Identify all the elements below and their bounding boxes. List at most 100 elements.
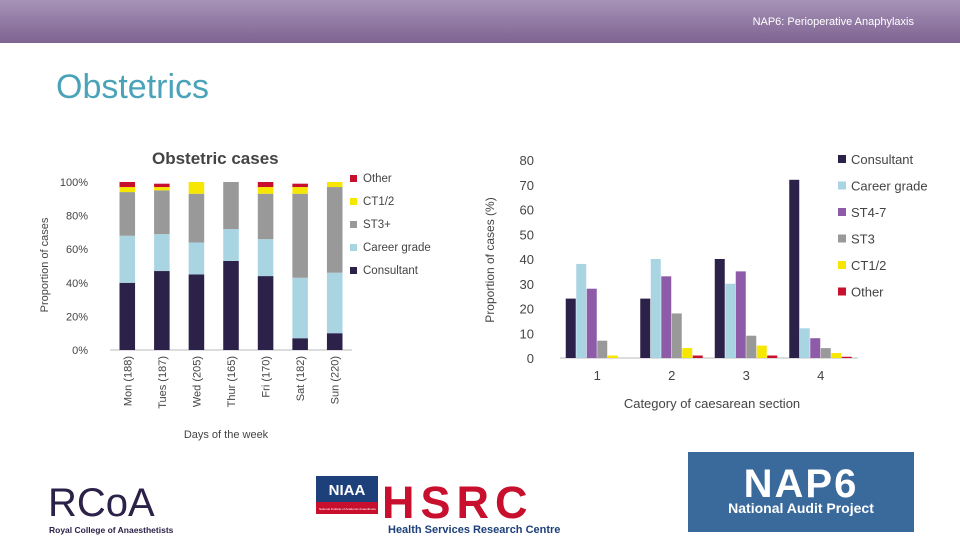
chart1-bar-segment <box>154 190 170 235</box>
chart2-bar <box>841 356 852 358</box>
chart1-y-tick-label: 80% <box>66 211 88 223</box>
chart1-bar-segment <box>292 193 308 278</box>
chart2-legend-label: Other <box>851 285 884 300</box>
chart2-legend-swatch <box>838 234 846 243</box>
chart2-legend-swatch <box>838 155 846 163</box>
chart1-legend-label: Other <box>363 173 392 185</box>
chart1-bar-segment <box>188 193 205 243</box>
chart2-x-tick-label: 1 <box>594 368 601 383</box>
chart1-bar-segment <box>223 260 239 350</box>
nap6-logo: NAP6 National Audit Project <box>688 452 914 532</box>
chart2-xlabel: Category of caesarean section <box>624 396 800 411</box>
hsrc-caption: Health Services Research Centre <box>388 524 560 536</box>
chart1-bar-segment <box>188 274 205 350</box>
chart2-bar <box>671 313 682 358</box>
chart1-bar-segment <box>257 187 274 194</box>
chart2-bar <box>650 259 661 358</box>
chart1-title: Obstetric cases <box>152 149 279 168</box>
chart2-bar <box>692 355 703 358</box>
chart2-bar <box>810 338 821 358</box>
chart1-bar-segment <box>326 182 343 188</box>
chart1-bar-segment <box>326 333 343 350</box>
chart2-bar <box>586 288 597 358</box>
niaa-sub: National Institute of Academic Anaesthes… <box>319 507 376 511</box>
hsrc-mark: HSRC <box>382 477 534 528</box>
chart2-bar <box>789 179 800 358</box>
caesarean-category-chart: Proportion of cases (%) Category of caes… <box>483 152 928 411</box>
chart1-bar-segment <box>257 239 274 277</box>
chart2-legend-label: Career grade <box>851 179 928 194</box>
chart1-bar-segment <box>154 183 170 188</box>
chart2-x-tick-label: 2 <box>668 368 675 383</box>
chart1-bar-segment <box>257 276 274 350</box>
chart2-legend-label: Consultant <box>851 152 914 167</box>
chart2-y-tick-label: 80 <box>520 153 534 168</box>
nap6-caption: National Audit Project <box>728 500 874 516</box>
chart1-bar-segment <box>154 187 170 191</box>
chart2-x-tick-label: 3 <box>743 368 750 383</box>
chart2-bar <box>767 355 778 358</box>
chart2-y-tick-label: 20 <box>520 302 534 317</box>
chart1-bar-segment <box>119 192 136 236</box>
chart1-y-tick-label: 100% <box>60 177 88 189</box>
chart2-y-tick-label: 60 <box>520 203 534 218</box>
chart1-bar-segment <box>292 338 308 350</box>
chart2-x-tick-label: 4 <box>817 368 824 383</box>
chart1-bar-segment <box>154 271 170 350</box>
chart1-legend-label: ST3+ <box>363 219 391 231</box>
niaa-hsrc-logo: NIAA National Institute of Academic Anae… <box>316 474 576 538</box>
chart1-y-tick-label: 60% <box>66 244 88 256</box>
chart1-x-tick-label: Sat (182) <box>295 356 307 401</box>
chart1-legend-label: Career grade <box>363 242 431 254</box>
chart1-bar-segment <box>326 187 343 273</box>
chart1-bar-segment <box>257 193 274 240</box>
chart1-x-tick-label: Fri (170) <box>261 356 273 398</box>
rcoa-logo: RCoA Royal College of Anaesthetists <box>48 478 198 536</box>
chart2-y-tick-label: 30 <box>520 277 534 292</box>
chart2-bar <box>831 353 842 358</box>
chart1-legend-swatch <box>350 244 357 251</box>
chart1-x-tick-label: Thur (165) <box>226 356 238 407</box>
chart1-bar-segment <box>257 182 274 188</box>
chart1-y-tick-label: 0% <box>72 345 88 357</box>
chart1-bar-segment <box>188 182 205 194</box>
chart2-bar <box>682 348 693 358</box>
chart1-x-tick-label: Tues (187) <box>157 356 169 409</box>
chart1-bar-segment <box>223 182 239 230</box>
chart2-y-tick-label: 70 <box>520 178 534 193</box>
chart2-legend-label: ST4-7 <box>851 205 886 220</box>
chart2-legend-swatch <box>838 287 846 296</box>
chart2-bar <box>799 328 810 358</box>
chart1-bar-segment <box>223 229 239 261</box>
header-text: NAP6: Perioperative Anaphylaxis <box>752 16 914 28</box>
chart2-legend-label: CT1/2 <box>851 258 886 273</box>
chart2-y-tick-label: 0 <box>527 351 534 366</box>
chart2-bar <box>820 348 831 358</box>
chart2-bar <box>640 298 651 358</box>
chart2-bar <box>597 340 608 358</box>
chart1-legend-swatch <box>350 198 357 205</box>
chart1-legend-label: CT1/2 <box>363 196 394 208</box>
chart2-bar <box>725 283 736 358</box>
chart1-y-tick-label: 20% <box>66 311 88 323</box>
chart2-bar <box>735 271 746 358</box>
chart2-y-tick-label: 40 <box>520 252 534 267</box>
chart1-x-tick-label: Mon (188) <box>122 356 134 406</box>
chart1-legend-swatch <box>350 221 357 228</box>
chart1-legend-label: Consultant <box>363 265 419 277</box>
chart2-bar <box>746 335 757 358</box>
chart1-bar-segment <box>188 242 205 275</box>
chart2-legend-label: ST3 <box>851 232 875 247</box>
chart2-bar <box>714 259 725 358</box>
chart2-legend-swatch <box>838 261 846 269</box>
chart2-bar <box>661 276 672 358</box>
chart1-bar-segment <box>292 277 308 339</box>
header-bar: NAP6: Perioperative Anaphylaxis <box>0 0 960 43</box>
chart2-bar <box>565 298 576 358</box>
chart1-bar-segment <box>119 235 136 283</box>
page-title: Obstetrics <box>56 68 210 106</box>
chart2-bar <box>607 355 618 358</box>
chart2-y-tick-label: 50 <box>520 227 534 242</box>
chart2-bar <box>756 345 767 358</box>
chart1-bar-segment <box>292 187 308 194</box>
